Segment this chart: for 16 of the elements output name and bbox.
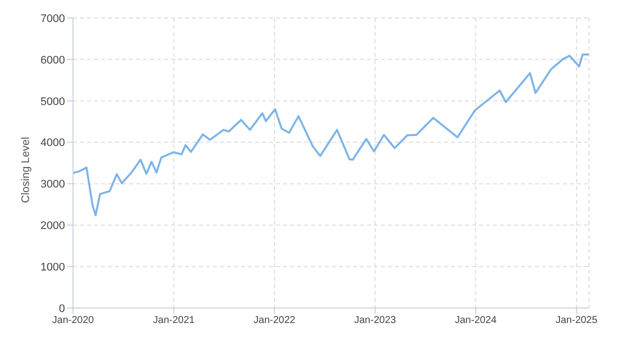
- y-tick-label: 3000: [40, 178, 65, 191]
- line-series: [73, 53, 589, 216]
- x-tick-label: Jan-2021: [153, 315, 196, 326]
- y-tick-label: 1000: [40, 261, 65, 274]
- x-tick-label: Jan-2023: [354, 315, 396, 326]
- y-tick-label: 6000: [40, 54, 65, 66]
- y-tick-label: 4000: [40, 137, 65, 150]
- y-tick-label: 0: [58, 302, 65, 315]
- x-tick-label: Jan-2025: [556, 315, 598, 326]
- x-tick-label: Jan-2024: [454, 315, 497, 326]
- x-tick-label: Jan-2022: [254, 315, 296, 326]
- y-tick-label: 7000: [40, 12, 65, 25]
- y-tick-label: 5000: [40, 96, 65, 108]
- y-axis-title: Closing Level: [20, 136, 32, 203]
- x-tick-label: Jan-2020: [52, 315, 94, 326]
- y-tick-label: 2000: [40, 220, 65, 232]
